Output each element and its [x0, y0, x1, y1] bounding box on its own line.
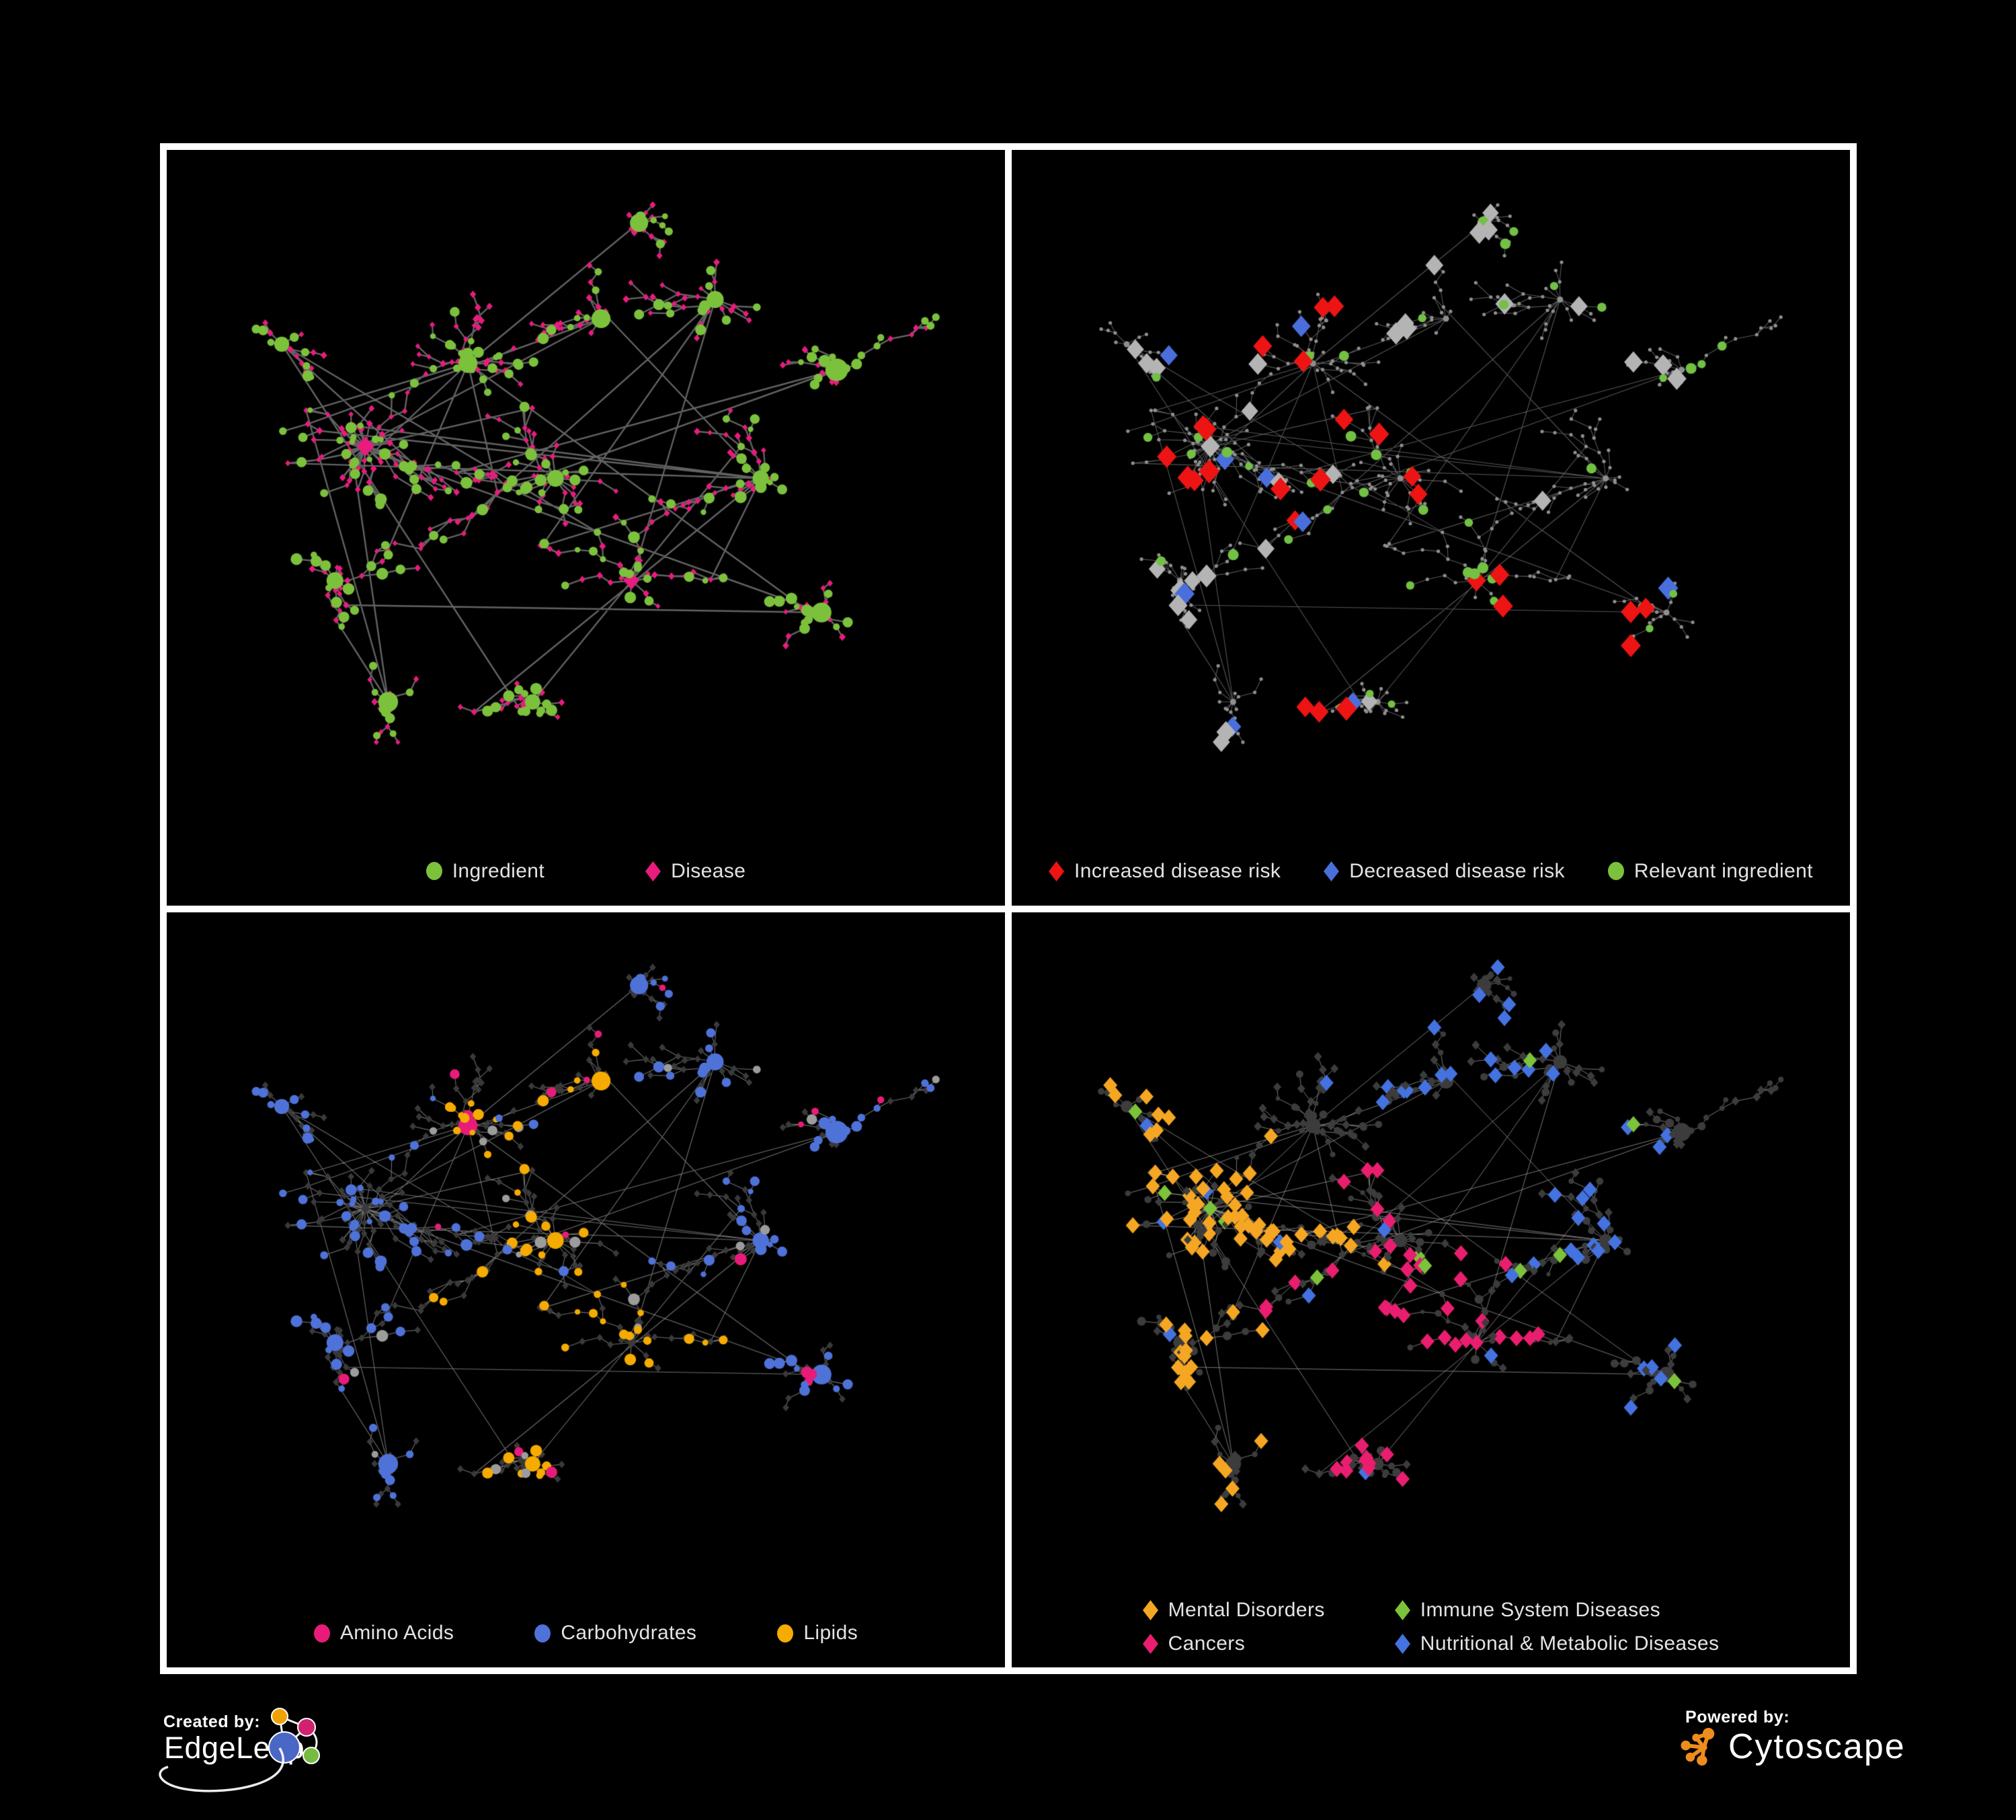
legend-label: Lipids: [803, 1622, 858, 1644]
legend-disease-categories: Mental Disorders Immune System Diseases Ca…: [1012, 1599, 1850, 1655]
circle-marker-icon: [777, 1624, 794, 1643]
legend-item: Decreased disease risk: [1324, 860, 1565, 883]
legend-item: Lipids: [777, 1622, 858, 1645]
edgeleap-swoosh: [159, 1747, 285, 1792]
legend-label: Relevant ingredient: [1634, 859, 1813, 882]
circle-marker-icon: [313, 1624, 330, 1643]
network-nutrient-categories: [167, 912, 1005, 1667]
legend-item: Ingredient: [426, 860, 545, 883]
legend-item: Increased disease risk: [1049, 860, 1281, 883]
legend-label: Disease: [671, 859, 746, 882]
edgeleap-node-orange: [271, 1708, 288, 1725]
legend-item: Immune System Diseases: [1394, 1599, 1720, 1622]
legend-label: Increased disease risk: [1074, 859, 1281, 882]
circle-marker-icon: [534, 1624, 551, 1643]
legend-label: Nutritional & Metabolic Diseases: [1420, 1632, 1720, 1655]
diamond-marker-icon: [1142, 1600, 1158, 1620]
legend-disease-risk: Increased disease risk Decreased disease …: [1012, 860, 1850, 883]
legend-item: Mental Disorders: [1142, 1599, 1325, 1622]
diamond-marker-icon: [645, 861, 661, 881]
edgeleap-node-blue: [268, 1731, 300, 1764]
edgeleap-node-pink: [297, 1718, 316, 1737]
cytoscape-icon: [1681, 1727, 1715, 1766]
circle-marker-icon: [1607, 862, 1624, 880]
legend-label: Amino Acids: [339, 1622, 454, 1644]
legend-item: Carbohydrates: [534, 1622, 696, 1645]
network-ingredient-disease: [167, 150, 1005, 906]
panel-ingredient-disease: Ingredient Disease: [167, 150, 1005, 906]
powered-by-label: Powered by:: [1685, 1708, 1790, 1727]
diamond-marker-icon: [1049, 861, 1064, 881]
legend-ingredient-disease: Ingredient Disease: [167, 860, 1005, 883]
diamond-marker-icon: [1324, 861, 1340, 881]
panel-nutrient-categories: Amino Acids Carbohydrates Lipids: [167, 912, 1005, 1667]
diamond-marker-icon: [1394, 1634, 1410, 1654]
legend-label: Cancers: [1168, 1632, 1246, 1655]
legend-item: Cancers: [1142, 1632, 1325, 1655]
cytoscape-logo: Cytoscape: [1680, 1727, 1906, 1767]
legend-item: Amino Acids: [313, 1622, 454, 1645]
legend-label: Immune System Diseases: [1420, 1599, 1660, 1621]
network-disease-risk: [1012, 150, 1850, 906]
legend-label: Decreased disease risk: [1349, 859, 1565, 882]
network-disease-categories: [1012, 912, 1850, 1667]
panel-disease-categories: Mental Disorders Immune System Diseases Ca…: [1012, 912, 1850, 1667]
panel-disease-risk: Increased disease risk Decreased disease …: [1012, 150, 1850, 906]
cytoscape-wordmark: Cytoscape: [1728, 1727, 1906, 1766]
legend-item: Nutritional & Metabolic Diseases: [1394, 1632, 1720, 1655]
panel-grid: Ingredient Disease Increased disease risk…: [160, 143, 1857, 1674]
legend-label: Ingredient: [452, 859, 545, 882]
legend-label: Mental Disorders: [1168, 1599, 1325, 1621]
diamond-marker-icon: [1142, 1634, 1158, 1654]
legend-item: Relevant ingredient: [1607, 859, 1813, 883]
legend-nutrient-categories: Amino Acids Carbohydrates Lipids: [167, 1622, 1005, 1645]
created-by-label: Created by:: [163, 1712, 261, 1731]
edgeleap-node-green: [303, 1747, 320, 1764]
diamond-marker-icon: [1394, 1600, 1410, 1620]
legend-label: Carbohydrates: [561, 1622, 697, 1644]
edgeleap-logo-icon: [268, 1708, 320, 1764]
circle-marker-icon: [426, 862, 442, 880]
legend-item: Disease: [645, 860, 745, 883]
